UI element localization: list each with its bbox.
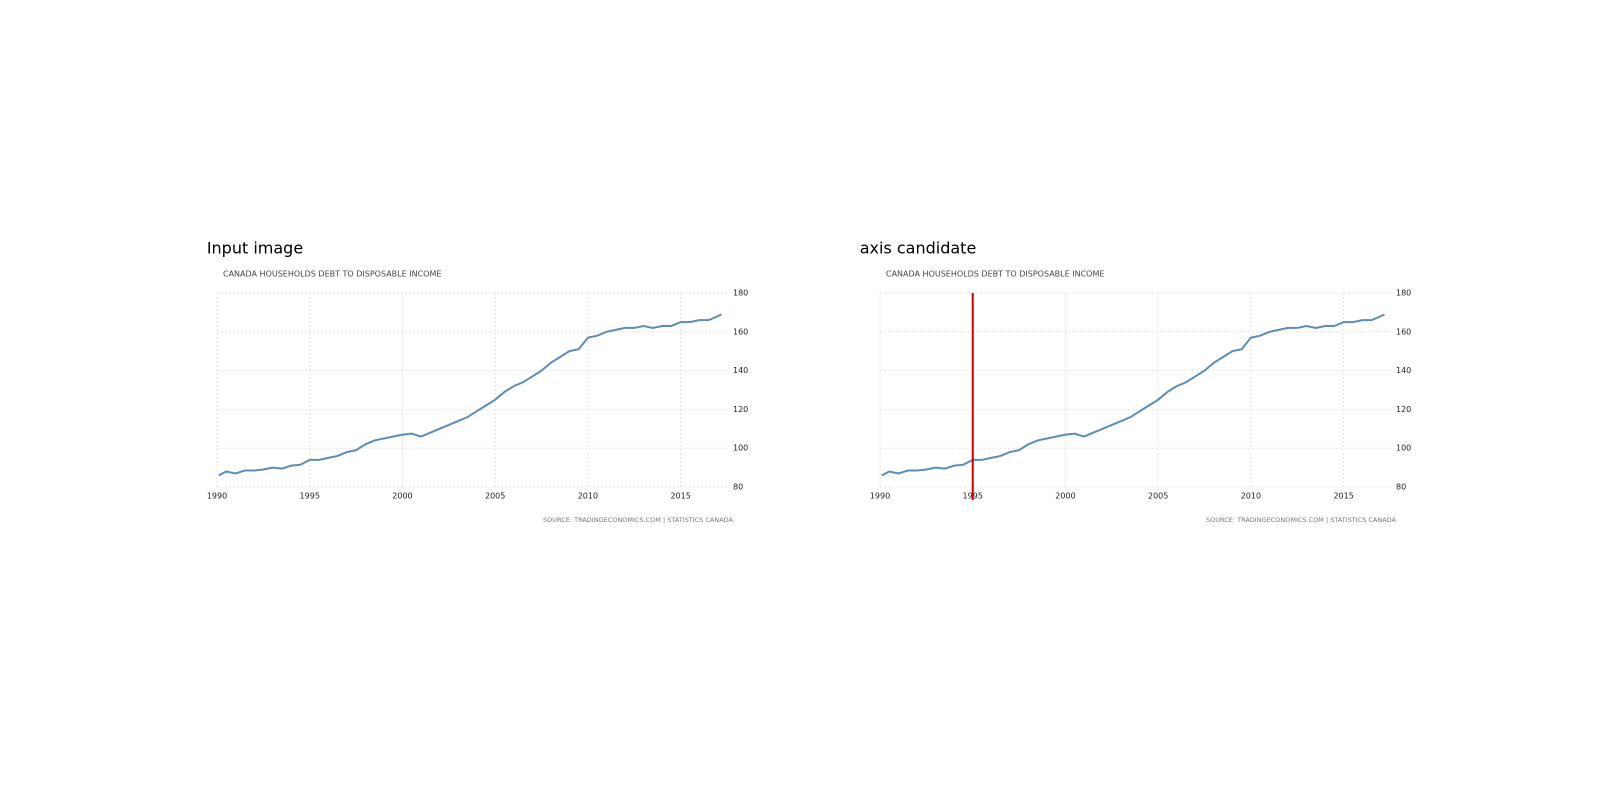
y-tick-label: 120 <box>1396 405 1411 414</box>
x-tick-label: 2010 <box>1241 492 1261 501</box>
source: SOURCE: TRADINGECONOMICS.COM | STATISTIC… <box>1206 516 1397 524</box>
x-tick-label: 2015 <box>1333 492 1353 501</box>
x-tick-label: 2000 <box>1055 492 1075 501</box>
panel-title: Input image <box>207 239 303 258</box>
y-tick-label: 160 <box>733 327 748 336</box>
x-tick-label: 2010 <box>578 492 598 501</box>
y-tick-label: 140 <box>733 366 748 375</box>
x-tick-label: 1990 <box>207 492 227 501</box>
x-tick-label: 2000 <box>392 492 412 501</box>
x-tick-label: 2005 <box>485 492 505 501</box>
chart-title: CANADA HOUSEHOLDS DEBT TO DISPOSABLE INC… <box>223 270 441 279</box>
y-tick-label: 80 <box>1396 483 1406 492</box>
x-tick-label: 2015 <box>670 492 690 501</box>
y-tick-label: 140 <box>1396 366 1411 375</box>
panel: axis candidate CANADA HOUSEHOLDS DEBT TO … <box>860 239 1412 525</box>
x-tick-label: 1990 <box>870 492 890 501</box>
panel: Input image CANADA HOUSEHOLDS DEBT TO DIS… <box>207 239 748 525</box>
panel-title: axis candidate <box>860 239 977 258</box>
y-tick-label: 100 <box>733 444 748 453</box>
chart-title: CANADA HOUSEHOLDS DEBT TO DISPOSABLE INC… <box>886 270 1104 279</box>
y-tick-label: 180 <box>1396 289 1411 298</box>
y-tick-label: 180 <box>733 289 748 298</box>
source: SOURCE: TRADINGECONOMICS.COM | STATISTIC… <box>543 516 734 524</box>
y-tick-label: 100 <box>1396 444 1411 453</box>
x-tick-label: 2005 <box>1148 492 1168 501</box>
x-tick-label: 1995 <box>300 492 320 501</box>
y-tick-label: 160 <box>1396 327 1411 336</box>
line <box>881 313 1385 477</box>
y-tick-label: 80 <box>733 483 743 492</box>
line <box>218 313 722 477</box>
y-tick-label: 120 <box>733 405 748 414</box>
